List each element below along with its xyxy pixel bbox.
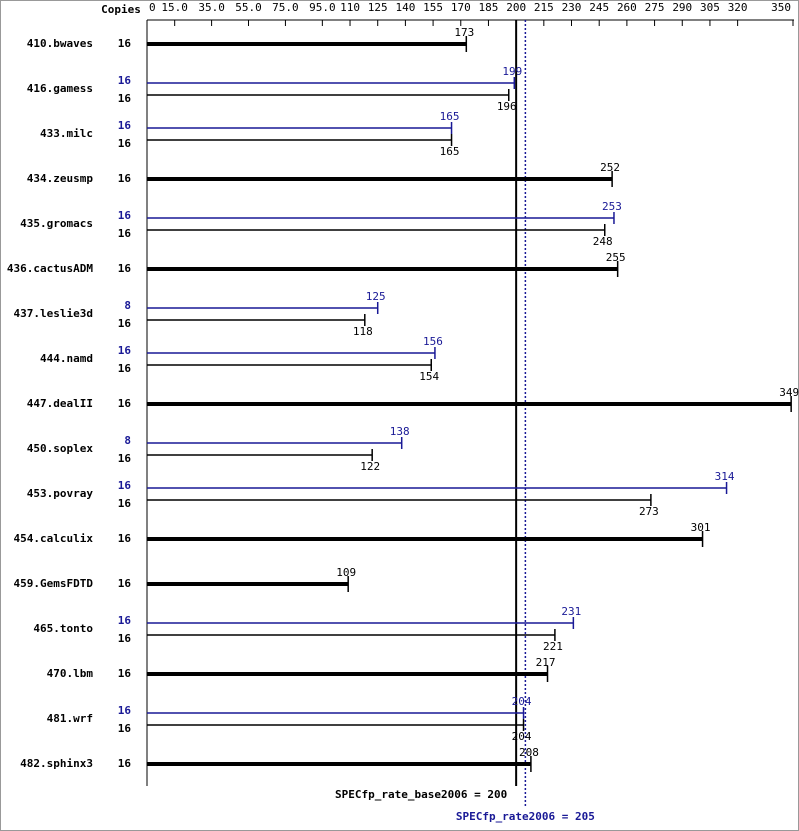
copies-label: 16 xyxy=(118,172,132,185)
value-label: 109 xyxy=(336,566,356,579)
copies-label: 16 xyxy=(118,209,132,222)
value-label: 122 xyxy=(360,460,380,473)
copies-header: Copies xyxy=(101,3,141,16)
value-label: 165 xyxy=(440,145,460,158)
x-tick-label: 305 xyxy=(700,1,720,14)
value-label: 349 xyxy=(779,386,799,399)
category-label: 454.calculix xyxy=(14,532,94,545)
category-label: 436.cactusADM xyxy=(7,262,93,275)
x-tick-label: 290 xyxy=(672,1,692,14)
x-tick-label: 75.0 xyxy=(272,1,299,14)
copies-label: 8 xyxy=(124,434,131,447)
copies-label: 16 xyxy=(118,704,132,717)
x-tick-label: 215 xyxy=(534,1,554,14)
value-label: 208 xyxy=(519,746,539,759)
x-tick-label: 110 xyxy=(340,1,360,14)
x-tick-label: 320 xyxy=(728,1,748,14)
category-label: 470.lbm xyxy=(47,667,94,680)
x-tick-label: 35.0 xyxy=(198,1,225,14)
value-label: 255 xyxy=(606,251,626,264)
category-label: 482.sphinx3 xyxy=(20,757,93,770)
x-tick-label: 125 xyxy=(368,1,388,14)
copies-label: 16 xyxy=(118,119,132,132)
value-label: 301 xyxy=(691,521,711,534)
value-label: 199 xyxy=(502,65,522,78)
x-tick-label: 260 xyxy=(617,1,637,14)
copies-label: 16 xyxy=(118,37,132,50)
x-tick-label: 230 xyxy=(562,1,582,14)
x-tick-label: 140 xyxy=(395,1,415,14)
copies-label: 16 xyxy=(118,632,132,645)
copies-label: 16 xyxy=(118,137,132,150)
copies-label: 16 xyxy=(118,344,132,357)
value-label: 204 xyxy=(512,730,532,743)
value-label: 314 xyxy=(715,470,735,483)
x-tick-label: 95.0 xyxy=(309,1,336,14)
copies-label: 16 xyxy=(118,497,132,510)
copies-label: 16 xyxy=(118,532,132,545)
x-tick-label: 55.0 xyxy=(235,1,262,14)
value-label: 221 xyxy=(543,640,563,653)
reference-label: SPECfp_rate_base2006 = 200 xyxy=(335,788,507,801)
value-label: 204 xyxy=(512,695,532,708)
value-label: 154 xyxy=(419,370,439,383)
copies-label: 16 xyxy=(118,397,132,410)
value-label: 125 xyxy=(366,290,386,303)
copies-label: 16 xyxy=(118,362,132,375)
value-label: 252 xyxy=(600,161,620,174)
value-label: 156 xyxy=(423,335,443,348)
category-label: 450.soplex xyxy=(27,442,94,455)
x-tick-label: 0 xyxy=(149,1,156,14)
copies-label: 16 xyxy=(118,92,132,105)
category-label: 481.wrf xyxy=(47,712,93,725)
copies-label: 16 xyxy=(118,452,132,465)
x-tick-label: 185 xyxy=(479,1,499,14)
x-tick-label: 245 xyxy=(589,1,609,14)
value-label: 253 xyxy=(602,200,622,213)
copies-label: 16 xyxy=(118,614,132,627)
copies-label: 8 xyxy=(124,299,131,312)
copies-label: 16 xyxy=(118,577,132,590)
category-label: 434.zeusmp xyxy=(27,172,94,185)
value-label: 231 xyxy=(561,605,581,618)
category-label: 416.gamess xyxy=(27,82,93,95)
copies-label: 16 xyxy=(118,227,132,240)
category-label: 437.leslie3d xyxy=(14,307,93,320)
category-label: 433.milc xyxy=(40,127,93,140)
x-tick-label: 200 xyxy=(506,1,526,14)
x-tick-label: 275 xyxy=(645,1,665,14)
x-tick-label: 170 xyxy=(451,1,471,14)
value-label: 217 xyxy=(536,656,556,669)
value-label: 173 xyxy=(454,26,474,39)
copies-label: 16 xyxy=(118,722,132,735)
category-label: 459.GemsFDTD xyxy=(14,577,94,590)
category-label: 435.gromacs xyxy=(20,217,93,230)
category-label: 465.tonto xyxy=(33,622,93,635)
reference-label: SPECfp_rate2006 = 205 xyxy=(456,810,595,823)
x-tick-label: 155 xyxy=(423,1,443,14)
category-label: 447.dealII xyxy=(27,397,93,410)
copies-label: 16 xyxy=(118,317,132,330)
category-label: 410.bwaves xyxy=(27,37,93,50)
copies-label: 16 xyxy=(118,479,132,492)
value-label: 118 xyxy=(353,325,373,338)
copies-label: 16 xyxy=(118,262,132,275)
value-label: 273 xyxy=(639,505,659,518)
copies-label: 16 xyxy=(118,74,132,87)
x-tick-label: 350 xyxy=(771,1,791,14)
x-tick-label: 15.0 xyxy=(161,1,188,14)
copies-label: 16 xyxy=(118,667,132,680)
value-label: 248 xyxy=(593,235,613,248)
value-label: 196 xyxy=(497,100,517,113)
value-label: 138 xyxy=(390,425,410,438)
category-label: 453.povray xyxy=(27,487,94,500)
value-label: 165 xyxy=(440,110,460,123)
category-label: 444.namd xyxy=(40,352,93,365)
copies-label: 16 xyxy=(118,757,132,770)
